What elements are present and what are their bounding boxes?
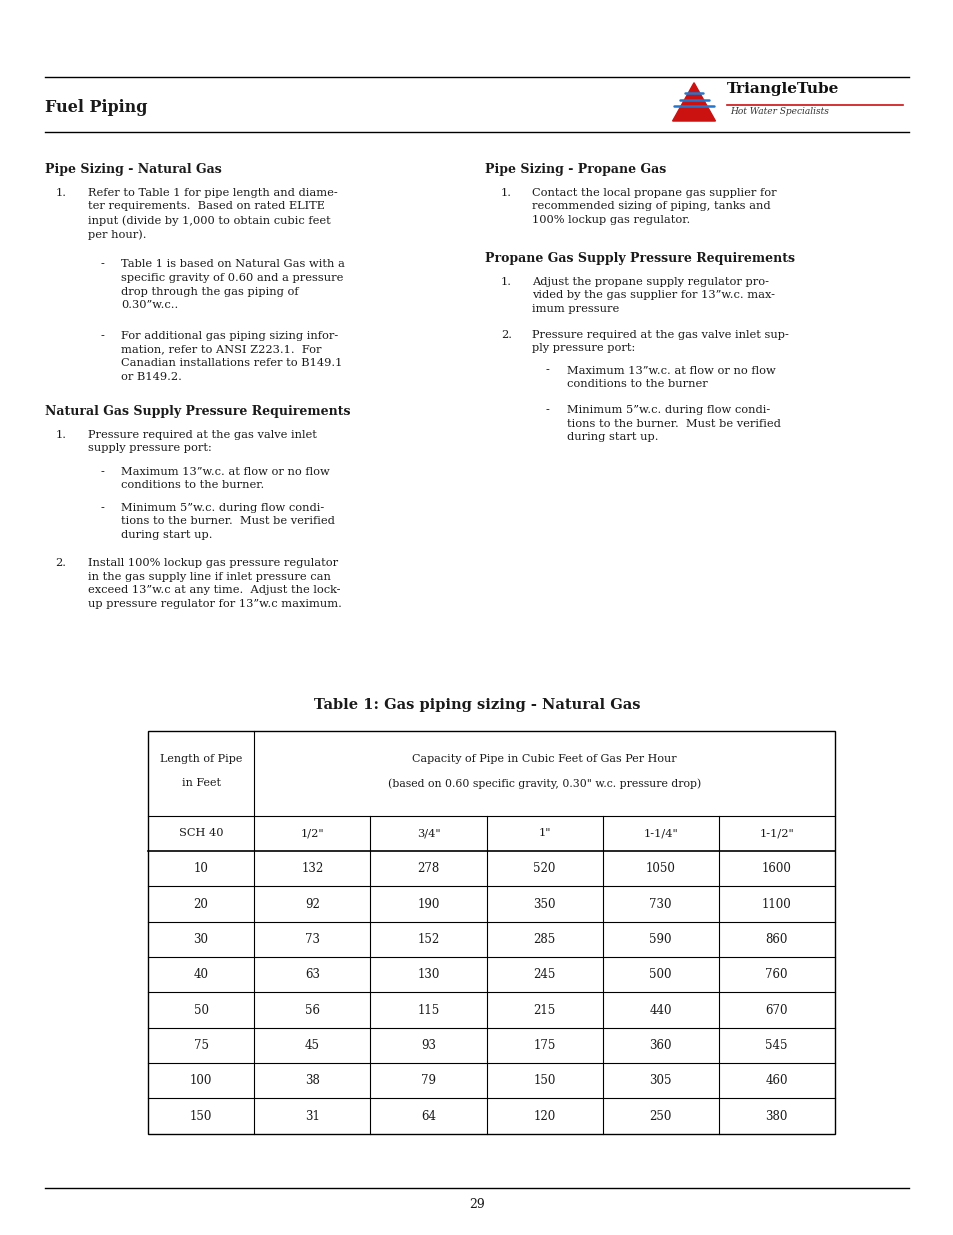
Text: 120: 120 (533, 1109, 555, 1123)
Text: 150: 150 (533, 1074, 556, 1087)
Text: -: - (100, 259, 104, 269)
Text: 1600: 1600 (761, 862, 791, 876)
Bar (148, 731, 834, 1134)
Text: 1.: 1. (55, 430, 67, 440)
Polygon shape (672, 83, 715, 121)
Text: 500: 500 (649, 968, 671, 982)
Text: For additional gas piping sizing infor-
mation, refer to ANSI Z223.1.  For
Canad: For additional gas piping sizing infor- … (121, 331, 342, 382)
Text: Pipe Sizing - Propane Gas: Pipe Sizing - Propane Gas (484, 163, 665, 177)
Text: Table 1: Gas piping sizing - Natural Gas: Table 1: Gas piping sizing - Natural Gas (314, 698, 639, 711)
Text: 860: 860 (764, 932, 787, 946)
Text: 79: 79 (420, 1074, 436, 1087)
Text: 250: 250 (649, 1109, 671, 1123)
Text: 63: 63 (305, 968, 319, 982)
Text: Pressure required at the gas valve inlet
supply pressure port:: Pressure required at the gas valve inlet… (88, 430, 316, 453)
Text: 1100: 1100 (761, 898, 791, 910)
Text: 3/4": 3/4" (416, 829, 440, 839)
Text: 45: 45 (305, 1039, 319, 1052)
Text: 440: 440 (649, 1004, 671, 1016)
Text: 1.: 1. (500, 188, 512, 198)
Text: 545: 545 (764, 1039, 787, 1052)
Text: 2.: 2. (55, 558, 67, 568)
Text: TriangleTube: TriangleTube (726, 82, 839, 95)
Text: -: - (100, 467, 104, 477)
Text: -: - (100, 331, 104, 341)
Text: Pressure required at the gas valve inlet sup-
ply pressure port:: Pressure required at the gas valve inlet… (532, 330, 788, 353)
Text: 1.: 1. (500, 277, 512, 287)
Text: 670: 670 (764, 1004, 787, 1016)
Text: Contact the local propane gas supplier for
recommended sizing of piping, tanks a: Contact the local propane gas supplier f… (532, 188, 776, 225)
Text: 64: 64 (420, 1109, 436, 1123)
Text: 278: 278 (416, 862, 439, 876)
Text: 590: 590 (649, 932, 671, 946)
Text: Fuel Piping: Fuel Piping (45, 99, 147, 116)
Text: 40: 40 (193, 968, 209, 982)
Text: 20: 20 (193, 898, 209, 910)
Text: 100: 100 (190, 1074, 213, 1087)
Text: in Feet: in Feet (181, 778, 220, 788)
Text: 760: 760 (764, 968, 787, 982)
Text: Install 100% lockup gas pressure regulator
in the gas supply line if inlet press: Install 100% lockup gas pressure regulat… (88, 558, 341, 609)
Text: Capacity of Pipe in Cubic Feet of Gas Per Hour: Capacity of Pipe in Cubic Feet of Gas Pe… (412, 753, 676, 763)
Text: 29: 29 (469, 1198, 484, 1212)
Text: 175: 175 (533, 1039, 556, 1052)
Text: Maximum 13”w.c. at flow or no flow
conditions to the burner: Maximum 13”w.c. at flow or no flow condi… (566, 366, 775, 389)
Text: 38: 38 (305, 1074, 319, 1087)
Text: Maximum 13”w.c. at flow or no flow
conditions to the burner.: Maximum 13”w.c. at flow or no flow condi… (121, 467, 330, 490)
Text: 460: 460 (764, 1074, 787, 1087)
Text: 2.: 2. (500, 330, 512, 340)
Text: Refer to Table 1 for pipe length and diame-
ter requirements.  Based on rated EL: Refer to Table 1 for pipe length and dia… (88, 188, 337, 240)
Text: 1-1/2": 1-1/2" (759, 829, 793, 839)
Text: 1050: 1050 (645, 862, 675, 876)
Text: 73: 73 (305, 932, 319, 946)
Text: 56: 56 (305, 1004, 319, 1016)
Text: -: - (545, 405, 549, 415)
Text: 360: 360 (649, 1039, 671, 1052)
Text: 730: 730 (649, 898, 671, 910)
Text: 1-1/4": 1-1/4" (642, 829, 678, 839)
Text: 305: 305 (649, 1074, 671, 1087)
Text: 130: 130 (416, 968, 439, 982)
Text: 285: 285 (533, 932, 555, 946)
Text: (based on 0.60 specific gravity, 0.30" w.c. pressure drop): (based on 0.60 specific gravity, 0.30" w… (388, 778, 700, 789)
Text: 215: 215 (533, 1004, 555, 1016)
Text: 10: 10 (193, 862, 209, 876)
Text: Natural Gas Supply Pressure Requirements: Natural Gas Supply Pressure Requirements (45, 405, 350, 419)
Text: 93: 93 (420, 1039, 436, 1052)
Text: 1": 1" (537, 829, 550, 839)
Text: 245: 245 (533, 968, 556, 982)
Text: Minimum 5”w.c. during flow condi-
tions to the burner.  Must be verified
during : Minimum 5”w.c. during flow condi- tions … (566, 405, 780, 442)
Text: 190: 190 (416, 898, 439, 910)
Text: 520: 520 (533, 862, 556, 876)
Text: 92: 92 (305, 898, 319, 910)
Text: 1/2": 1/2" (300, 829, 324, 839)
Text: 132: 132 (301, 862, 323, 876)
Text: Length of Pipe: Length of Pipe (160, 753, 242, 763)
Text: 350: 350 (533, 898, 556, 910)
Text: 50: 50 (193, 1004, 209, 1016)
Text: 75: 75 (193, 1039, 209, 1052)
Text: 152: 152 (416, 932, 439, 946)
Text: 30: 30 (193, 932, 209, 946)
Text: Table 1 is based on Natural Gas with a
specific gravity of 0.60 and a pressure
d: Table 1 is based on Natural Gas with a s… (121, 259, 345, 310)
Text: SCH 40: SCH 40 (178, 829, 223, 839)
Text: Hot Water Specialists: Hot Water Specialists (729, 107, 828, 116)
Text: Minimum 5”w.c. during flow condi-
tions to the burner.  Must be verified
during : Minimum 5”w.c. during flow condi- tions … (121, 503, 335, 540)
Text: 115: 115 (416, 1004, 439, 1016)
Text: 31: 31 (305, 1109, 319, 1123)
Text: 1.: 1. (55, 188, 67, 198)
Text: Adjust the propane supply regulator pro-
vided by the gas supplier for 13”w.c. m: Adjust the propane supply regulator pro-… (532, 277, 775, 314)
Text: Pipe Sizing - Natural Gas: Pipe Sizing - Natural Gas (45, 163, 221, 177)
Text: 380: 380 (764, 1109, 787, 1123)
Text: 150: 150 (190, 1109, 213, 1123)
Text: -: - (100, 503, 104, 513)
Text: Propane Gas Supply Pressure Requirements: Propane Gas Supply Pressure Requirements (484, 252, 794, 266)
Text: -: - (545, 366, 549, 375)
